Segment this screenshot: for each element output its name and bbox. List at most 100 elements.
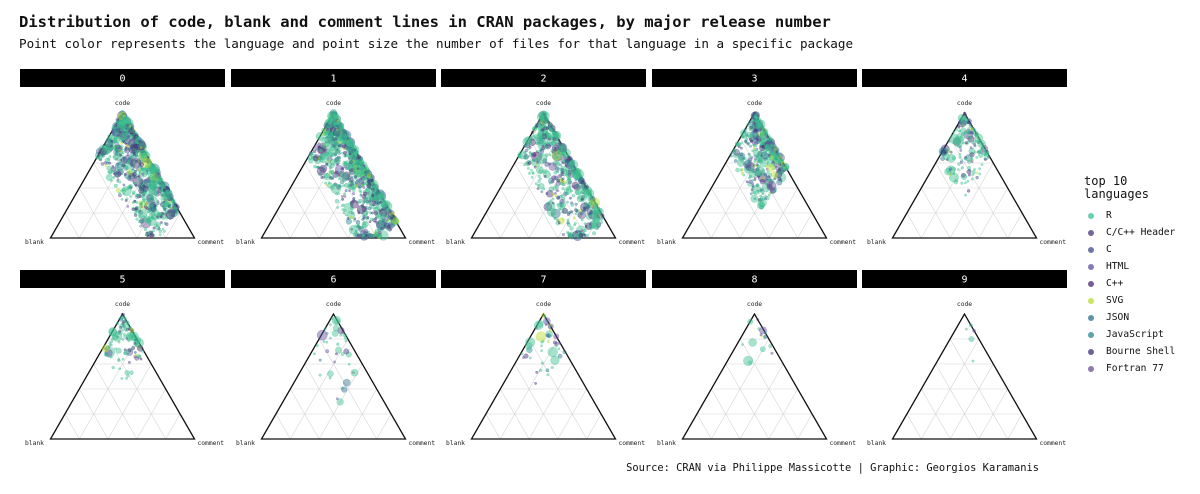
data-point (771, 160, 775, 164)
data-point (124, 199, 128, 203)
grid-line (64, 212, 80, 239)
data-point (552, 186, 557, 191)
data-point (342, 211, 346, 215)
data-point (121, 151, 125, 155)
points-layer (741, 318, 774, 366)
data-point (146, 159, 150, 163)
data-point (119, 153, 123, 157)
data-point (756, 155, 759, 159)
data-point (774, 147, 777, 151)
points-layer (730, 111, 790, 210)
data-point (546, 339, 550, 343)
data-point (312, 352, 316, 356)
data-point (122, 183, 126, 187)
data-point (139, 178, 145, 185)
data-point (549, 324, 552, 328)
data-point (966, 179, 970, 183)
data-point (536, 141, 540, 145)
data-point (775, 150, 779, 154)
data-point (106, 165, 112, 171)
data-point (120, 169, 124, 173)
data-point (366, 173, 372, 179)
facet-panel: 3 code blank comment (652, 69, 857, 246)
data-point (150, 162, 154, 166)
facet-panel: 7 code blank comment (441, 270, 646, 447)
data-point (336, 206, 340, 209)
data-point (313, 164, 317, 169)
data-point (553, 170, 558, 175)
data-point (545, 368, 550, 373)
data-point (747, 360, 753, 365)
data-point (162, 190, 173, 200)
data-point (370, 187, 375, 192)
vertex-label: blank (236, 239, 255, 246)
data-point (127, 360, 131, 364)
data-point (132, 181, 136, 185)
data-point (557, 139, 561, 142)
data-point (969, 122, 972, 126)
data-point (558, 207, 562, 211)
data-point (339, 171, 349, 182)
data-point (134, 353, 138, 357)
data-point (775, 157, 778, 160)
data-point (763, 128, 766, 132)
data-point (144, 190, 148, 194)
data-point (522, 137, 532, 147)
data-point (960, 181, 964, 185)
vertex-label: code (957, 100, 972, 107)
data-point (334, 199, 340, 204)
data-point (970, 177, 974, 181)
data-point (160, 221, 163, 224)
data-point (133, 159, 137, 163)
grid-line (485, 212, 501, 239)
data-point (111, 365, 115, 370)
data-point (349, 215, 353, 219)
data-point (136, 160, 140, 164)
data-point (139, 357, 143, 361)
grid-line (64, 413, 80, 440)
data-point (735, 167, 740, 173)
data-point (115, 152, 119, 156)
data-point (365, 212, 369, 216)
data-point (342, 332, 347, 337)
data-point (549, 128, 553, 132)
data-point (125, 197, 129, 201)
data-point (741, 132, 748, 139)
data-point (344, 154, 347, 158)
data-point (331, 329, 339, 337)
grid-line (93, 162, 138, 239)
data-point (344, 213, 348, 217)
data-point (373, 200, 377, 204)
chart-caption: Source: CRAN via Philippe Massicotte | G… (626, 462, 1039, 474)
data-point (116, 188, 121, 193)
data-point (111, 164, 115, 168)
data-point (375, 187, 379, 191)
data-point (344, 138, 348, 142)
data-point (764, 165, 768, 168)
data-point (118, 122, 122, 126)
data-point (337, 192, 340, 196)
data-point (386, 209, 390, 213)
data-point (966, 169, 972, 175)
data-point (151, 174, 162, 185)
vertex-label: comment (829, 440, 856, 447)
vertex-label: code (747, 301, 762, 308)
data-point (107, 133, 113, 139)
data-point (767, 175, 771, 179)
data-point (548, 162, 557, 171)
data-point (545, 126, 550, 131)
data-point (335, 346, 342, 354)
data-point (581, 180, 586, 186)
data-point (153, 213, 157, 217)
grid-line (165, 413, 181, 440)
data-point (126, 204, 130, 208)
data-point (760, 189, 765, 194)
data-point (325, 162, 329, 166)
data-point (770, 187, 777, 194)
data-point (173, 209, 177, 213)
data-point (741, 343, 744, 346)
data-point (110, 340, 114, 344)
data-point (138, 187, 145, 194)
vertex-label: code (115, 301, 130, 308)
data-point (121, 337, 125, 341)
